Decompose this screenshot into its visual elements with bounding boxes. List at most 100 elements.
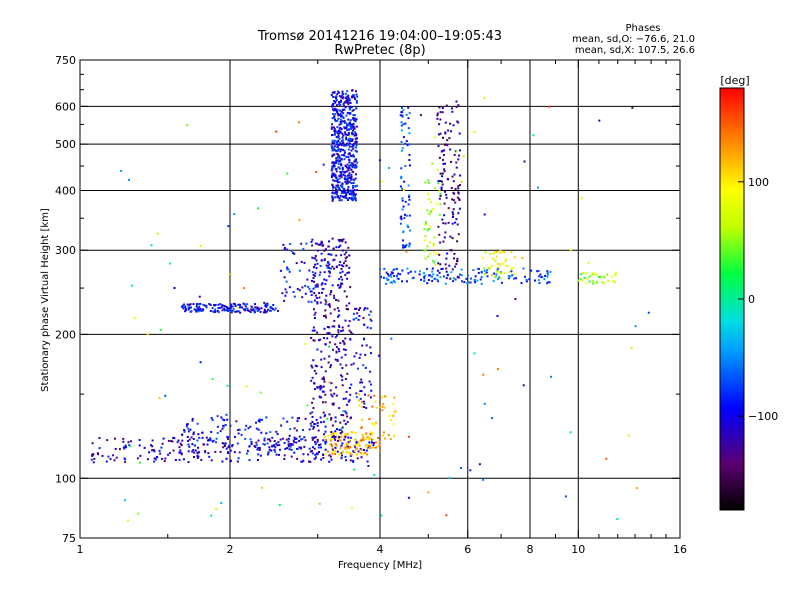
data-point [402, 136, 405, 139]
data-point [251, 309, 254, 312]
data-point [349, 452, 352, 455]
data-point [286, 420, 289, 423]
data-point [595, 280, 598, 283]
data-point [335, 131, 337, 134]
data-point [355, 101, 358, 104]
data-point [372, 423, 375, 426]
data-point [93, 457, 96, 460]
chart-title: Tromsø 20141216 19:04:00–19:05:43 [257, 29, 502, 44]
data-point [347, 131, 350, 134]
data-point [438, 197, 441, 200]
data-point [340, 142, 343, 145]
data-point [311, 421, 314, 423]
data-point [186, 436, 189, 438]
data-point [360, 456, 363, 459]
data-point [351, 145, 354, 148]
data-point [507, 277, 510, 280]
data-point [397, 272, 400, 275]
data-point [345, 447, 348, 450]
data-point [377, 354, 380, 357]
data-point [223, 307, 226, 310]
data-point [284, 447, 287, 450]
data-point [341, 170, 344, 173]
data-point [320, 242, 323, 245]
data-point [404, 165, 407, 167]
data-point [259, 310, 262, 313]
data-point [348, 387, 351, 389]
data-point [450, 187, 453, 189]
data-point [352, 133, 355, 136]
data-point [311, 238, 314, 241]
data-point [333, 267, 336, 270]
data-point [496, 315, 499, 317]
data-point [423, 239, 426, 242]
data-point [150, 244, 153, 247]
data-point [301, 286, 304, 289]
data-point [320, 458, 323, 461]
data-point [510, 270, 513, 273]
data-point [347, 96, 350, 99]
data-point [269, 431, 272, 434]
data-point [124, 460, 127, 463]
data-point [325, 439, 328, 441]
data-point [460, 268, 463, 271]
data-point [374, 446, 377, 449]
data-point [321, 244, 324, 247]
data-point [350, 173, 353, 176]
data-point [321, 390, 324, 393]
data-point [275, 430, 278, 433]
data-point [334, 432, 337, 435]
data-point [255, 307, 258, 310]
cluster-tail-10-12-mhz [577, 271, 617, 285]
data-point [358, 308, 360, 311]
data-point [356, 453, 359, 456]
data-point [304, 284, 307, 287]
data-point [537, 275, 540, 278]
data-point [446, 252, 449, 255]
data-point [352, 126, 354, 129]
data-point [437, 182, 440, 185]
data-point [500, 272, 503, 274]
data-point [332, 174, 335, 177]
data-point [340, 330, 343, 333]
data-point [318, 451, 320, 453]
data-point [356, 189, 359, 191]
data-point [348, 174, 351, 177]
data-point [293, 436, 296, 439]
data-point [344, 181, 347, 183]
data-point [312, 359, 315, 362]
data-point [352, 164, 355, 167]
data-point [316, 452, 318, 455]
data-point [338, 144, 341, 147]
data-point [344, 164, 347, 167]
data-point [341, 375, 344, 378]
data-point [355, 307, 358, 310]
data-point [435, 203, 438, 206]
data-point [431, 270, 434, 273]
data-point [338, 278, 341, 281]
data-point [312, 446, 314, 449]
data-point [339, 121, 342, 123]
data-point [469, 469, 472, 472]
data-point [355, 144, 358, 147]
data-point [438, 123, 441, 126]
data-point [346, 403, 349, 406]
data-point [216, 310, 219, 312]
data-point [196, 307, 199, 310]
data-point [473, 352, 476, 355]
data-point [352, 186, 355, 189]
data-point [221, 304, 224, 307]
data-point [226, 306, 229, 309]
data-point [344, 92, 347, 95]
data-point [603, 276, 606, 279]
data-point [451, 237, 454, 240]
data-point [310, 240, 313, 243]
data-point [298, 435, 301, 438]
data-point [154, 458, 157, 461]
data-point [493, 272, 496, 275]
data-point [458, 132, 461, 135]
data-point [357, 399, 360, 402]
data-point [319, 243, 321, 246]
data-point [188, 307, 191, 309]
data-point [313, 292, 316, 295]
